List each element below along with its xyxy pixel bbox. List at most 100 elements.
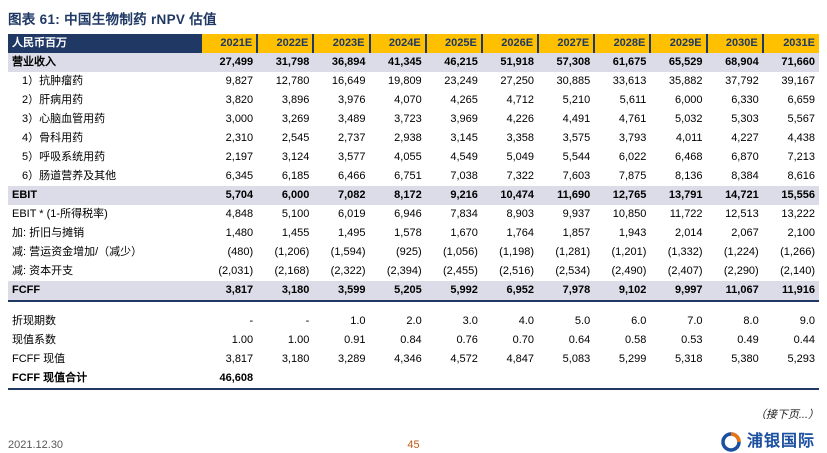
- cell-value: 31,798: [275, 56, 310, 68]
- cell-value: 1,480: [225, 227, 254, 239]
- table-row: FCFF 现值 3,817 3,180 3,289 4,346 4,572 4,847 5,0…: [8, 350, 819, 369]
- cell-value: 5,704: [225, 189, 254, 201]
- cell-value: 6,330: [731, 94, 759, 106]
- cell-value: (2,290): [723, 265, 759, 277]
- cell-value: 33,613: [612, 75, 647, 87]
- cell-value: 4,055: [394, 151, 422, 163]
- cell-value: 46,215: [444, 56, 478, 68]
- cell-value: 8,903: [506, 208, 535, 220]
- cell-value: 0.91: [344, 334, 366, 346]
- cell-value: 4,265: [450, 94, 478, 106]
- column-header-year: 2027E: [537, 34, 595, 53]
- cell-value: 7.0: [687, 315, 703, 327]
- cell-value: 6,466: [337, 170, 366, 182]
- cell-value: 3,489: [337, 113, 366, 125]
- cell-value: 65,529: [668, 56, 703, 68]
- cell-value: 6,952: [506, 284, 535, 296]
- cell-value: (2,394): [386, 265, 422, 277]
- cell-value: 9,827: [225, 75, 254, 87]
- cell-value: 4,070: [394, 94, 422, 106]
- cell-value: [538, 301, 594, 312]
- cell-value: 5,032: [675, 113, 703, 125]
- column-header-year: 2029E: [649, 34, 707, 53]
- cell-value: [370, 369, 426, 389]
- cell-value: 6,185: [281, 170, 310, 182]
- cell-value: 4,848: [225, 208, 254, 220]
- cell-value: 6,000: [675, 94, 703, 106]
- cell-value: 5,611: [619, 94, 647, 106]
- cell-value: 61,675: [612, 56, 647, 68]
- cell-value: [257, 369, 313, 389]
- cell-value: [707, 301, 763, 312]
- brand-logo-text: 浦银国际: [746, 433, 815, 450]
- cell-value: 3,896: [281, 94, 310, 106]
- page-number: 45: [407, 439, 420, 451]
- cell-value: 35,882: [668, 75, 703, 87]
- cell-value: [650, 369, 706, 389]
- column-header-year: 2030E: [705, 34, 763, 53]
- cell-value: 3,575: [562, 132, 591, 144]
- cell-value: 27,499: [219, 56, 254, 68]
- cell-value: 1.00: [287, 334, 310, 346]
- cell-value: (1,201): [611, 246, 647, 258]
- cell-value: 4,011: [675, 132, 703, 144]
- cell-value: (2,407): [667, 265, 703, 277]
- row-label: 6）肠道营养及其他: [22, 170, 117, 182]
- cell-value: 12,765: [612, 189, 647, 201]
- row-label: FCFF 现值: [12, 353, 66, 365]
- cell-value: 1.0: [350, 315, 366, 327]
- cell-value: 1,578: [394, 227, 422, 239]
- cell-value: 3,124: [281, 151, 310, 163]
- cell-value: 5,299: [618, 353, 647, 365]
- row-label: 3）心脑血管用药: [22, 113, 106, 125]
- cell-value: 4,847: [506, 353, 535, 365]
- cell-value: 71,660: [781, 56, 815, 68]
- cell-value: 3,180: [281, 284, 310, 296]
- cell-value: 6,019: [337, 208, 366, 220]
- cell-value: 3,000: [225, 113, 254, 125]
- cell-value: [426, 369, 482, 389]
- cell-value: 8,616: [787, 170, 815, 182]
- cell-value: 5,049: [506, 151, 535, 163]
- row-label: 5）呼吸系统用药: [22, 151, 106, 163]
- cell-value: [650, 301, 706, 312]
- cell-value: 6,468: [675, 151, 703, 163]
- row-label: 4）骨科用药: [22, 132, 84, 144]
- row-label: 现值系数: [12, 334, 56, 346]
- cell-value: 1.00: [231, 334, 254, 346]
- brand-logo-icon: [721, 432, 741, 452]
- row-label: 加: 折旧与摊销: [12, 227, 85, 239]
- table-row: 现值系数 1.00 1.00 0.91 0.84 0.76 0.70 0.64 0.58 0.53…: [8, 331, 819, 350]
- cell-value: 12,513: [725, 208, 759, 220]
- cell-value: 2,545: [281, 132, 310, 144]
- cell-value: 3,269: [281, 113, 310, 125]
- cell-value: 1,857: [562, 227, 591, 239]
- row-label: 1）抗肿瘤药: [22, 75, 84, 87]
- column-header-year: 2022E: [256, 34, 314, 53]
- cell-value: 5,318: [675, 353, 703, 365]
- cell-value: 5.0: [574, 315, 591, 327]
- cell-value: 11,690: [557, 189, 591, 201]
- cell-value: (1,594): [330, 246, 366, 258]
- table-row: 减: 资本开支 (2,031) (2,168) (2,322) (2,394) (2,45…: [8, 262, 819, 281]
- row-label: 营业收入: [12, 56, 56, 68]
- cell-value: [594, 369, 650, 389]
- cell-value: 4,438: [787, 132, 815, 144]
- cell-value: [763, 301, 819, 312]
- table-row: EBIT 5,704 6,000 7,082 8,172 9,216 10,474 11,69…: [8, 186, 819, 205]
- cell-value: 30,885: [556, 75, 591, 87]
- cell-value: 4,549: [450, 151, 478, 163]
- cell-value: 11,916: [781, 284, 815, 296]
- column-header-year: 2024E: [368, 34, 426, 53]
- cell-value: 11,067: [725, 284, 759, 296]
- cell-value: 10,850: [612, 208, 647, 220]
- column-header-unit: 人民币百万: [8, 34, 201, 53]
- cell-value: 5,992: [450, 284, 478, 296]
- cell-value: 5,544: [562, 151, 591, 163]
- cell-value: 7,038: [450, 170, 478, 182]
- table-row: EBIT * (1-所得税率) 4,848 5,100 6,019 6,946 7,834…: [8, 205, 819, 224]
- cell-value: 0.64: [568, 334, 591, 346]
- cell-value: 4,227: [731, 132, 759, 144]
- cell-value: 4,761: [618, 113, 647, 125]
- cell-value: 0.70: [512, 334, 535, 346]
